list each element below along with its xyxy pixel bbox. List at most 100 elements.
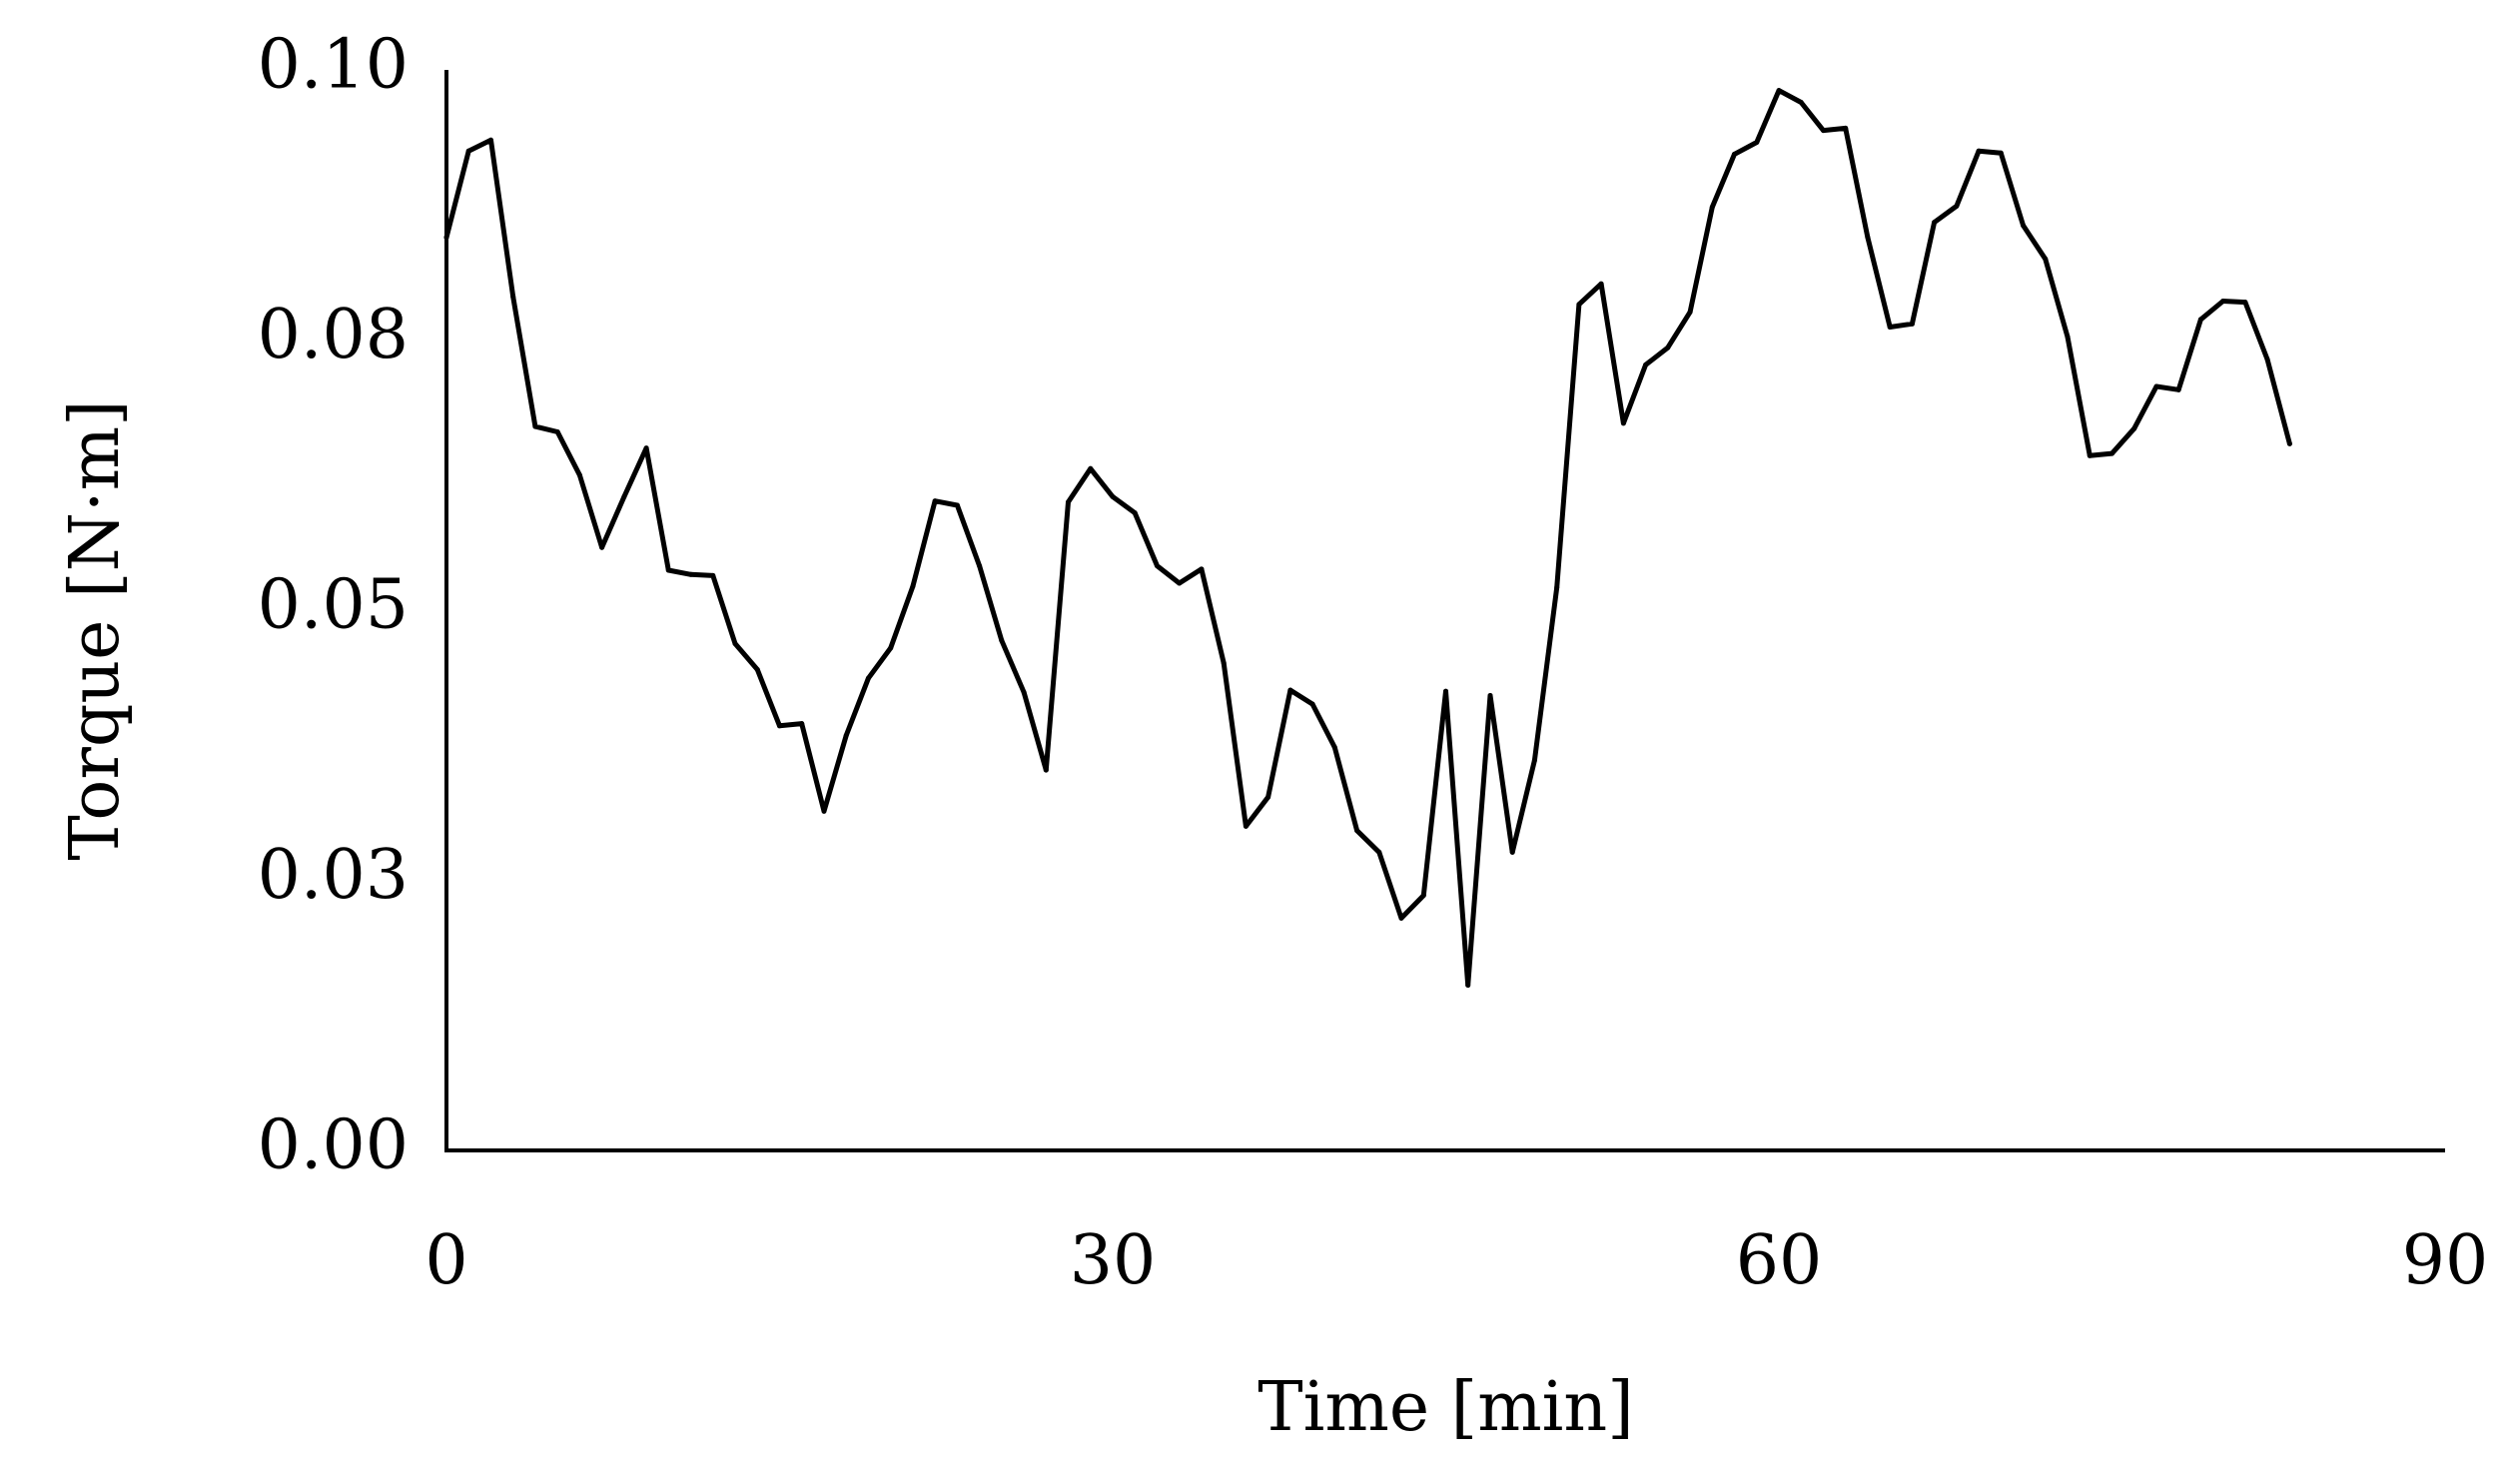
data-point bbox=[1487, 693, 1493, 698]
data-point bbox=[1132, 510, 1138, 516]
data-point bbox=[1998, 150, 2004, 156]
data-point bbox=[1021, 689, 1027, 695]
data-point bbox=[754, 667, 760, 672]
data-point bbox=[1954, 203, 1960, 209]
data-point bbox=[1709, 204, 1715, 210]
data-point bbox=[688, 571, 694, 577]
data-point bbox=[977, 563, 983, 569]
data-point bbox=[1887, 325, 1893, 330]
data-point bbox=[1465, 983, 1471, 988]
data-point bbox=[932, 498, 938, 504]
data-point bbox=[1331, 744, 1337, 750]
data-point bbox=[443, 235, 449, 241]
y-axis-title: Torque [N·m] bbox=[56, 399, 135, 860]
x-tick-label: 90 bbox=[2402, 1221, 2489, 1300]
data-point bbox=[1221, 660, 1227, 666]
data-point bbox=[888, 645, 894, 651]
y-tick-label: 0.08 bbox=[258, 296, 409, 374]
data-point bbox=[1554, 584, 1560, 590]
data-point bbox=[1909, 321, 1915, 327]
data-point bbox=[465, 148, 471, 154]
y-tick-label: 0.10 bbox=[258, 26, 409, 105]
data-point bbox=[777, 723, 782, 729]
data-point bbox=[732, 641, 738, 646]
data-point bbox=[2197, 317, 2203, 323]
data-point bbox=[1043, 767, 1049, 773]
data-point bbox=[1531, 757, 1537, 763]
x-tick-label: 0 bbox=[424, 1221, 467, 1300]
x-tick-label: 30 bbox=[1070, 1221, 1157, 1300]
data-point bbox=[2043, 256, 2049, 262]
y-tick-label: 0.05 bbox=[258, 566, 409, 645]
data-point bbox=[710, 572, 716, 578]
data-point bbox=[643, 445, 649, 451]
data-point bbox=[1687, 309, 1693, 315]
data-point bbox=[821, 808, 827, 814]
y-tick-labels: 0.00 0.03 0.05 0.08 0.10 bbox=[258, 26, 409, 1185]
data-point bbox=[1865, 235, 1871, 241]
data-point bbox=[1643, 362, 1649, 367]
data-point bbox=[1754, 140, 1760, 145]
series-group bbox=[443, 88, 2292, 988]
data-point bbox=[799, 721, 805, 727]
data-point bbox=[1309, 701, 1315, 707]
data-point bbox=[865, 675, 871, 681]
x-axis-title: Time [min] bbox=[1258, 1368, 1634, 1447]
data-point bbox=[1732, 151, 1737, 157]
data-point bbox=[1376, 849, 1382, 855]
data-point bbox=[2220, 299, 2226, 304]
data-point bbox=[1776, 88, 1782, 94]
data-point bbox=[1509, 849, 1515, 855]
data-point bbox=[2175, 386, 2181, 392]
data-point bbox=[1243, 823, 1249, 829]
data-point bbox=[576, 472, 582, 478]
data-point bbox=[954, 502, 960, 508]
data-point bbox=[1798, 100, 1804, 105]
data-point bbox=[1066, 499, 1071, 505]
x-tick-labels: 0 30 60 90 bbox=[424, 1221, 2488, 1300]
data-point bbox=[665, 567, 671, 573]
data-point bbox=[2087, 452, 2093, 458]
data-point bbox=[1398, 915, 1404, 921]
data-point bbox=[1821, 128, 1826, 134]
data-point bbox=[2021, 223, 2027, 229]
data-point bbox=[621, 493, 627, 499]
data-point bbox=[843, 733, 849, 738]
data-point bbox=[1932, 220, 1938, 226]
data-point bbox=[1088, 465, 1094, 471]
x-tick-label: 60 bbox=[1736, 1221, 1823, 1300]
data-point bbox=[1354, 828, 1360, 834]
data-point bbox=[999, 637, 1005, 643]
data-point bbox=[1287, 687, 1293, 693]
data-point bbox=[2286, 440, 2292, 446]
data-point bbox=[2242, 300, 2248, 306]
data-point bbox=[2153, 383, 2159, 389]
data-point bbox=[1443, 688, 1448, 694]
data-point bbox=[2264, 357, 2270, 363]
data-point bbox=[910, 583, 916, 589]
data-point bbox=[1420, 893, 1426, 899]
data-point bbox=[2109, 450, 2114, 456]
data-point bbox=[1199, 566, 1205, 572]
data-point bbox=[488, 137, 493, 143]
data-point bbox=[2065, 334, 2071, 340]
data-point bbox=[1576, 302, 1582, 308]
data-point bbox=[1843, 125, 1849, 131]
data-point bbox=[510, 294, 516, 300]
data-point bbox=[1177, 580, 1183, 586]
axes bbox=[444, 70, 2445, 1152]
data-point bbox=[1620, 420, 1626, 426]
y-tick-label: 0.00 bbox=[258, 1106, 409, 1185]
data-point bbox=[1110, 493, 1116, 499]
data-point bbox=[554, 429, 560, 434]
data-point bbox=[2131, 425, 2137, 431]
series-line bbox=[443, 88, 2292, 988]
data-point bbox=[1598, 281, 1604, 287]
data-point bbox=[1155, 563, 1160, 569]
data-point bbox=[599, 544, 605, 550]
y-tick-label: 0.03 bbox=[258, 836, 409, 915]
data-point bbox=[1665, 345, 1671, 351]
data-point bbox=[532, 423, 538, 429]
data-point bbox=[1976, 148, 1982, 154]
data-point bbox=[1265, 794, 1271, 800]
